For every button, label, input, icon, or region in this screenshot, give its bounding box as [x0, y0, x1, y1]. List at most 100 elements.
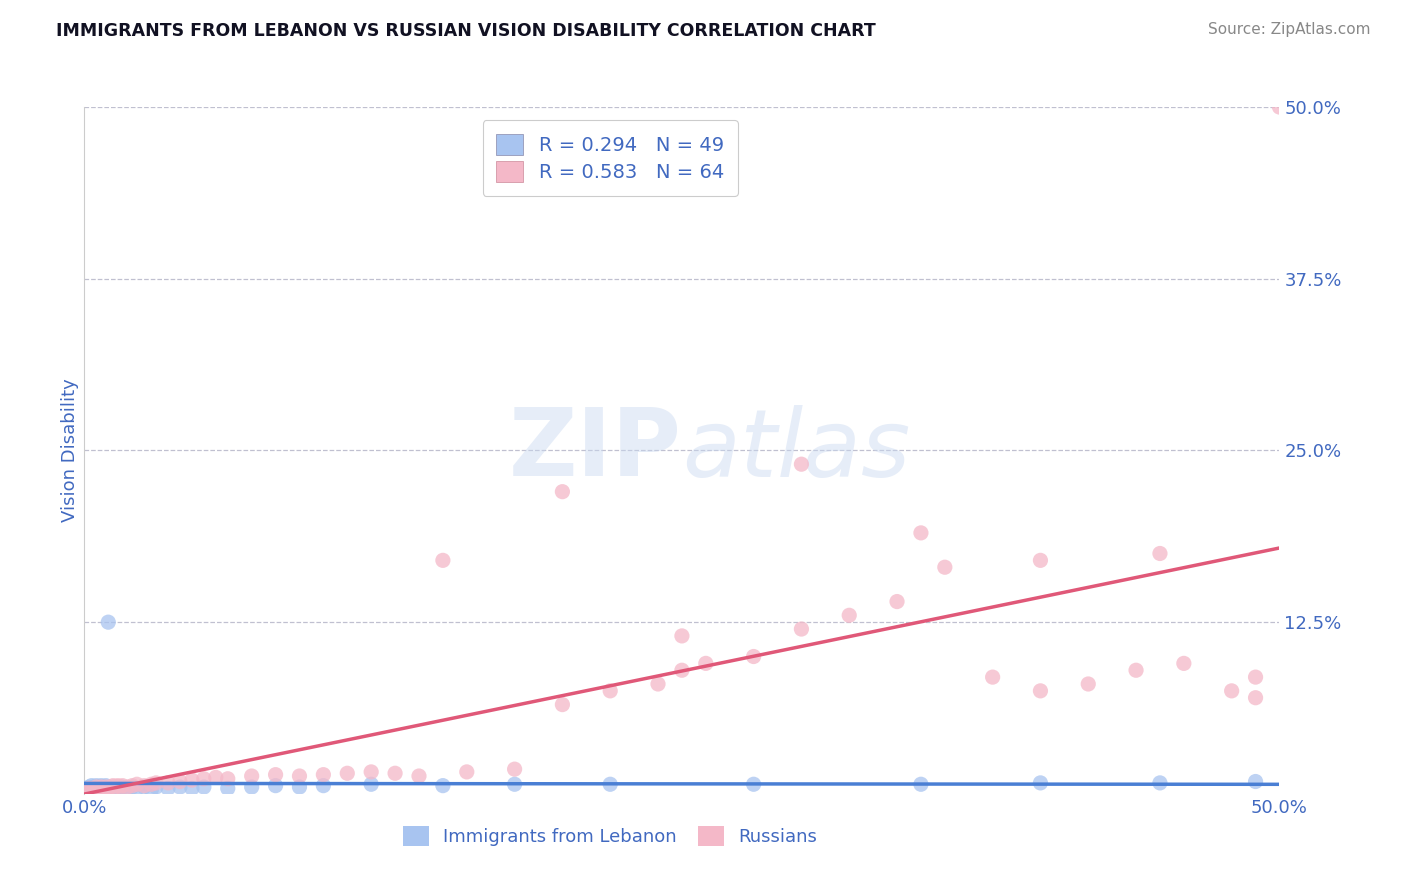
Point: [671, 663, 693, 677]
Point: [110, 781, 132, 796]
Point: [90, 780, 112, 794]
Point: [125, 777, 148, 791]
Point: [264, 779, 287, 793]
Point: [264, 767, 287, 781]
Point: [193, 780, 215, 794]
Point: [1029, 776, 1052, 790]
Point: [193, 772, 215, 786]
Point: [742, 777, 765, 791]
Point: [94, 780, 117, 794]
Point: [1244, 690, 1267, 705]
Point: [1173, 657, 1195, 671]
Point: [93, 780, 115, 794]
Point: [910, 525, 932, 540]
Point: [76, 782, 98, 797]
Point: [384, 766, 406, 780]
Point: [111, 779, 134, 793]
Point: [312, 779, 335, 793]
Point: [145, 776, 167, 790]
Point: [77, 780, 100, 794]
Point: [117, 780, 139, 794]
Point: [205, 771, 228, 785]
Text: IMMIGRANTS FROM LEBANON VS RUSSIAN VISION DISABILITY CORRELATION CHART: IMMIGRANTS FROM LEBANON VS RUSSIAN VISIO…: [56, 22, 876, 40]
Point: [77, 782, 100, 797]
Point: [288, 780, 311, 794]
Point: [181, 773, 204, 788]
Point: [121, 780, 143, 794]
Point: [169, 780, 191, 794]
Point: [77, 781, 100, 796]
Point: [456, 764, 478, 779]
Point: [1029, 683, 1052, 698]
Point: [101, 779, 124, 793]
Point: [1029, 553, 1052, 567]
Point: [551, 698, 574, 712]
Point: [695, 657, 717, 671]
Point: [107, 780, 129, 794]
Point: [87, 781, 110, 796]
Point: [125, 781, 148, 796]
Point: [94, 779, 117, 793]
Point: [93, 781, 115, 796]
Point: [90, 781, 112, 796]
Point: [80, 779, 103, 793]
Point: [86, 779, 108, 793]
Point: [790, 622, 813, 636]
Point: [117, 781, 139, 796]
Point: [83, 782, 105, 797]
Point: [107, 779, 129, 793]
Point: [1149, 776, 1171, 790]
Point: [94, 781, 117, 796]
Point: [408, 769, 430, 783]
Point: [169, 774, 191, 789]
Point: [599, 777, 621, 791]
Point: [97, 615, 120, 630]
Point: [432, 553, 454, 567]
Point: [132, 779, 156, 793]
Point: [551, 484, 574, 499]
Point: [1268, 100, 1291, 114]
Point: [100, 781, 122, 796]
Point: [80, 781, 103, 796]
Point: [217, 772, 239, 786]
Point: [934, 560, 956, 574]
Point: [838, 608, 860, 623]
Point: [217, 781, 239, 796]
Point: [312, 767, 335, 781]
Point: [141, 777, 163, 791]
Point: [145, 780, 167, 794]
Point: [157, 776, 180, 790]
Text: atlas: atlas: [682, 405, 910, 496]
Point: [83, 781, 105, 796]
Point: [97, 780, 120, 794]
Point: [360, 764, 382, 779]
Point: [76, 781, 98, 796]
Point: [742, 649, 765, 664]
Point: [86, 780, 108, 794]
Point: [80, 782, 103, 797]
Point: [288, 769, 311, 783]
Point: [503, 762, 526, 776]
Point: [157, 781, 180, 796]
Text: Source: ZipAtlas.com: Source: ZipAtlas.com: [1208, 22, 1371, 37]
Point: [981, 670, 1004, 684]
Point: [432, 779, 454, 793]
Point: [1244, 670, 1267, 684]
Point: [1125, 663, 1147, 677]
Point: [97, 781, 120, 796]
Point: [83, 780, 105, 794]
Point: [671, 629, 693, 643]
Point: [1149, 546, 1171, 561]
Point: [790, 457, 813, 471]
Y-axis label: Vision Disability: Vision Disability: [62, 378, 80, 523]
Point: [110, 780, 132, 794]
Text: ZIP: ZIP: [509, 404, 682, 497]
Point: [336, 766, 359, 780]
Point: [111, 780, 134, 794]
Point: [886, 594, 908, 608]
Point: [1244, 774, 1267, 789]
Point: [86, 781, 108, 796]
Point: [104, 780, 127, 794]
Point: [181, 781, 204, 796]
Legend: Immigrants from Lebanon, Russians: Immigrants from Lebanon, Russians: [396, 819, 824, 854]
